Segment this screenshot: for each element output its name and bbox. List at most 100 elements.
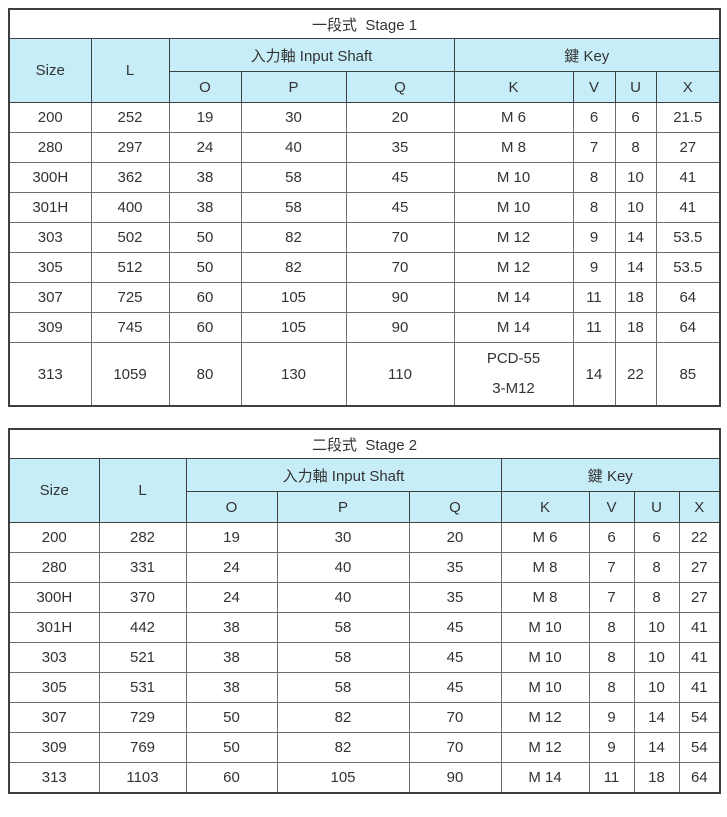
table-row: 280 331 24 40 35 M 8 7 8 27: [8, 552, 721, 583]
col-header-p: P: [240, 71, 347, 103]
col-header-k: K: [453, 71, 574, 103]
table-cell: 60: [168, 312, 242, 343]
table-cell: 300H: [8, 162, 92, 193]
table-cell: 8: [588, 642, 635, 673]
table-cell: 11: [572, 312, 616, 343]
table-cell: 305: [8, 252, 92, 283]
table-cell: 45: [345, 192, 455, 223]
table-cell: 60: [168, 282, 242, 313]
table-cell: 24: [168, 132, 242, 163]
table-cell: 35: [408, 552, 502, 583]
table-cell: 18: [633, 762, 680, 794]
table-cell: 105: [276, 762, 410, 794]
table-cell: M 14: [453, 312, 574, 343]
table-cell: 18: [614, 282, 657, 313]
table-cell: 1103: [98, 762, 187, 794]
col-header-l: L: [98, 458, 187, 523]
table-cell: 64: [678, 762, 721, 794]
table-cell: M 10: [500, 612, 590, 643]
table-cell: 45: [408, 642, 502, 673]
table-cell: 40: [240, 132, 347, 163]
table-cell: 70: [408, 732, 502, 763]
table-cell: 110: [345, 342, 455, 407]
table-cell: 9: [572, 252, 616, 283]
table-cell: 30: [240, 102, 347, 133]
table-cell: 521: [98, 642, 187, 673]
table-cell: M 14: [500, 762, 590, 794]
table-cell: 301H: [8, 612, 100, 643]
stage2-title-row: 二段式 Stage 2: [8, 428, 721, 459]
table-row: 313 1103 60 105 90 M 14 11 18 64: [8, 762, 721, 794]
table-cell: 11: [588, 762, 635, 794]
table-cell: 18: [614, 312, 657, 343]
table-cell: 309: [8, 732, 100, 763]
table-cell: 24: [185, 582, 278, 613]
table-cell: 41: [678, 642, 721, 673]
table-row: 309 745 60 105 90 M 14 11 18 64: [8, 312, 721, 343]
table-cell: 362: [90, 162, 170, 193]
table-cell: 14: [572, 342, 616, 407]
col-header-k: K: [500, 491, 590, 523]
table-cell: 38: [168, 192, 242, 223]
col-header-l: L: [90, 38, 170, 103]
table-cell: 27: [678, 552, 721, 583]
table-cell: 53.5: [655, 222, 721, 253]
table-cell: 745: [90, 312, 170, 343]
table-cell: 6: [572, 102, 616, 133]
table-cell: 82: [276, 702, 410, 733]
table-cell: 54: [678, 732, 721, 763]
table-cell: 70: [345, 252, 455, 283]
table-cell: 58: [240, 162, 347, 193]
table-cell: 10: [614, 162, 657, 193]
col-group-input-shaft: 入力軸 Input Shaft: [185, 458, 502, 492]
table-cell: 10: [633, 672, 680, 703]
table-cell: 70: [408, 702, 502, 733]
table-cell: 6: [588, 522, 635, 553]
table-cell: 85: [655, 342, 721, 407]
table-cell: 14: [614, 252, 657, 283]
table-row: 303 521 38 58 45 M 10 8 10 41: [8, 642, 721, 673]
stage1-title: 一段式 Stage 1: [8, 8, 721, 39]
table-cell: 6: [614, 102, 657, 133]
table-cell: 58: [240, 192, 347, 223]
table-cell: 41: [678, 612, 721, 643]
col-header-u: U: [633, 491, 680, 523]
table-cell: 40: [276, 552, 410, 583]
table-cell: 54: [678, 702, 721, 733]
table-cell: 105: [240, 312, 347, 343]
table-cell: M 8: [500, 582, 590, 613]
table-cell: 305: [8, 672, 100, 703]
table-cell: 8: [614, 132, 657, 163]
table-row: 309 769 50 82 70 M 12 9 14 54: [8, 732, 721, 763]
col-header-v: V: [588, 491, 635, 523]
col-group-key: 鍵 Key: [500, 458, 721, 492]
table-cell: 512: [90, 252, 170, 283]
table-cell: 280: [8, 132, 92, 163]
table-cell: 30: [276, 522, 410, 553]
table-cell: 14: [614, 222, 657, 253]
col-header-o: O: [185, 491, 278, 523]
table-cell: 200: [8, 522, 100, 553]
stage1-header-sub-row: O P Q K V U X: [9, 71, 721, 103]
table-cell: 45: [408, 612, 502, 643]
table-cell: 45: [408, 672, 502, 703]
table-cell: 90: [408, 762, 502, 794]
table-cell: 7: [572, 132, 616, 163]
table-cell: 90: [345, 282, 455, 313]
table-cell: 729: [98, 702, 187, 733]
table-cell: 313: [8, 342, 92, 407]
table-cell: 14: [633, 732, 680, 763]
table-cell: M 6: [453, 102, 574, 133]
table-cell: 50: [185, 702, 278, 733]
table-cell: 41: [678, 672, 721, 703]
table-cell: 38: [185, 612, 278, 643]
table-cell: 331: [98, 552, 187, 583]
table-cell: M 6: [500, 522, 590, 553]
table-cell: 8: [572, 162, 616, 193]
table-cell: 105: [240, 282, 347, 313]
table-cell: 82: [240, 222, 347, 253]
table-cell: 531: [98, 672, 187, 703]
table-cell: 10: [614, 192, 657, 223]
table-cell: 9: [588, 732, 635, 763]
table-cell: 442: [98, 612, 187, 643]
